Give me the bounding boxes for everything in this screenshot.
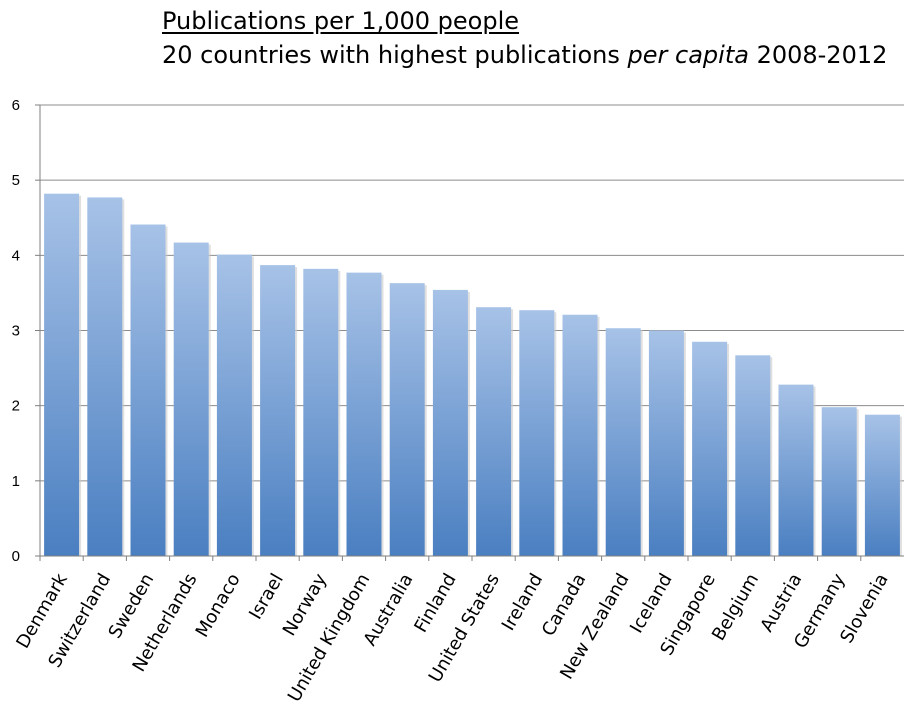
y-tick-label: 2 xyxy=(12,398,20,415)
bar-switzerland xyxy=(87,197,123,556)
bar-canada xyxy=(562,314,598,556)
chart-subtitle: 20 countries with highest publications p… xyxy=(162,38,887,72)
y-tick-labels: 0 1 2 3 4 5 6 xyxy=(12,97,20,565)
gridlines xyxy=(40,104,904,482)
subtitle-text-end: 2008-2012 xyxy=(748,41,888,69)
subtitle-text-start: 20 countries with highest publications xyxy=(162,41,628,69)
bar-slovenia xyxy=(864,414,900,556)
x-tick-label: Israel xyxy=(245,570,288,623)
bar-singapore xyxy=(692,341,728,556)
bar-austria xyxy=(778,384,814,556)
bar-australia xyxy=(389,283,425,556)
bar-united-kingdom xyxy=(346,272,382,556)
bar-netherlands xyxy=(173,242,209,556)
bar-monaco xyxy=(216,254,252,556)
y-tick-label: 0 xyxy=(12,548,20,565)
chart-title-block: Publications per 1,000 people 20 countri… xyxy=(162,4,887,72)
axes xyxy=(35,104,904,561)
bar-united-states xyxy=(476,307,512,556)
bar-finland xyxy=(432,289,468,556)
y-tick-label: 4 xyxy=(12,247,20,264)
y-tick-label: 3 xyxy=(12,323,20,340)
bar-new-zealand xyxy=(605,328,641,556)
y-tick-label: 6 xyxy=(12,97,20,114)
bar-ireland xyxy=(519,310,555,556)
bar-sweden xyxy=(130,224,166,556)
y-tick-label: 1 xyxy=(12,473,20,490)
bar-denmark xyxy=(44,193,80,557)
subtitle-italic-text: per capita xyxy=(627,41,749,69)
bar-norway xyxy=(303,268,339,556)
bar-iceland xyxy=(648,330,684,556)
x-tick-labels: DenmarkSwitzerlandSwedenNetherlandsMonac… xyxy=(12,570,892,706)
bars xyxy=(44,193,902,557)
bar-israel xyxy=(260,265,296,556)
chart-title: Publications per 1,000 people xyxy=(162,7,520,35)
bar-belgium xyxy=(735,355,771,556)
y-tick-label: 5 xyxy=(12,172,20,189)
bar-germany xyxy=(821,407,857,556)
